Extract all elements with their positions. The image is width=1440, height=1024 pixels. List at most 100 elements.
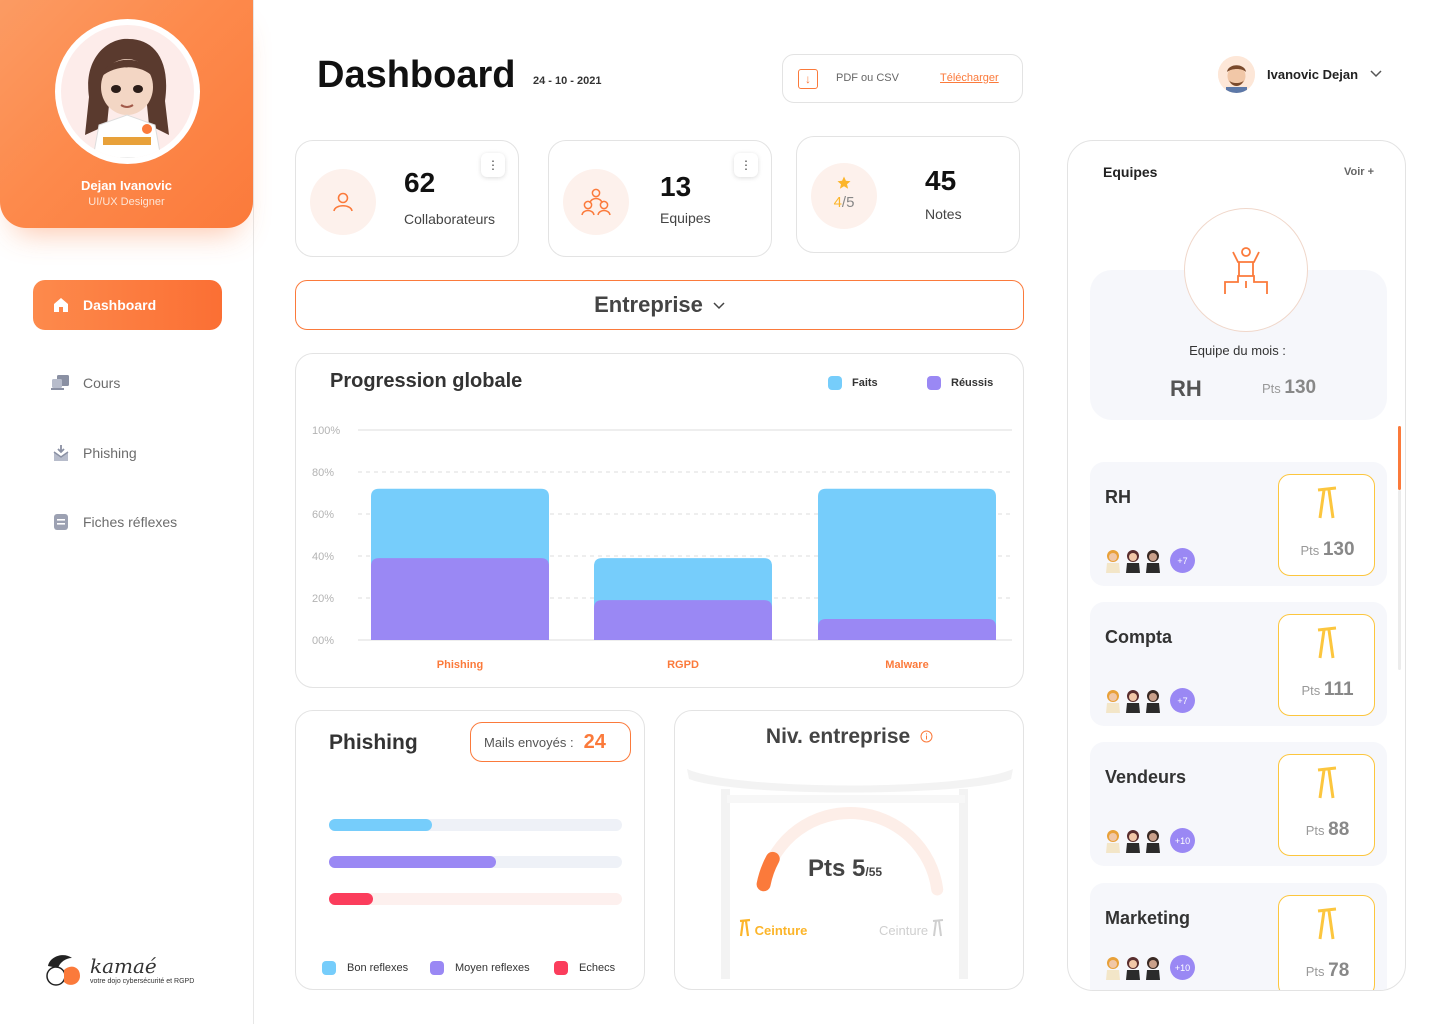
x-tick-label: RGPD: [667, 659, 699, 671]
belt-icon: [1315, 765, 1339, 806]
sidebar-item-phishing[interactable]: Phishing: [33, 428, 222, 478]
see-more-link[interactable]: Voir +: [1344, 166, 1375, 178]
legend-label: Réussis: [951, 377, 994, 389]
user-avatar[interactable]: [1218, 55, 1255, 93]
user-menu[interactable]: Ivanovic Dejan: [1218, 54, 1382, 94]
niveau-panel: Niv. entreprise Pts 5/55 Ceinture Ceintu…: [674, 710, 1024, 990]
more-members-badge[interactable]: +7: [1170, 688, 1195, 713]
member-avatar: [1144, 549, 1162, 573]
download-icon[interactable]: ↓: [798, 69, 818, 89]
profile-name: Dejan Ivanovic: [80, 178, 173, 193]
progression-panel: Progression globale Faits Réussis 00% 20%…: [295, 353, 1024, 688]
stat-label: Collaborateurs: [404, 211, 496, 227]
team-card[interactable]: Compta +7 Pts 111: [1090, 602, 1387, 726]
chart-title: Progression globale: [330, 370, 523, 392]
belt-next: Ceinture: [879, 918, 944, 938]
bar-chart: 00% 20% 40% 60% 80% 100% Phishing RGPD Malware: [312, 425, 1012, 671]
stat-card-collaborateurs: 62 Collaborateurs ⋮: [295, 140, 519, 257]
legend-label: Echecs: [579, 962, 616, 974]
y-tick-label: 40%: [312, 551, 334, 563]
page-date: 24 - 10 - 2021: [533, 75, 602, 87]
level-gauge: [756, 807, 944, 896]
legend-item-echecs: Echecs: [554, 961, 615, 975]
team-card[interactable]: Vendeurs +10 Pts 88: [1090, 742, 1387, 866]
team-card[interactable]: Marketing +10 Pts 78: [1090, 883, 1387, 990]
member-avatar: [1124, 956, 1142, 980]
belt-icon: [932, 919, 944, 938]
y-tick-label: 100%: [312, 425, 340, 437]
entity-selector[interactable]: Entreprise: [295, 280, 1024, 330]
progress-track: [329, 819, 622, 831]
more-members-badge[interactable]: +7: [1170, 548, 1195, 573]
niveau-title: Niv. entreprise: [675, 725, 1023, 749]
brand-tagline: votre dojo cybersécurité et RGPD: [90, 978, 195, 985]
sidebar-item-dashboard[interactable]: Dashboard: [33, 280, 222, 330]
sidebar-item-cours[interactable]: Cours: [33, 358, 222, 408]
legend-item-bon-reflexes: Bon reflexes: [322, 961, 408, 975]
belt-icon: [1315, 625, 1339, 666]
progress-fill: [329, 819, 432, 831]
stat-value: 45: [925, 165, 957, 196]
legend-swatch: [430, 961, 444, 975]
legend-item-moyen-reflexes: Moyen reflexes: [430, 961, 530, 975]
level-points: Pts 5/55: [808, 855, 883, 882]
more-members-badge[interactable]: +10: [1170, 828, 1195, 853]
profile-card: Dejan Ivanovic UI/UX Designer: [0, 0, 253, 228]
x-tick-label: Phishing: [437, 659, 483, 671]
team-icon: [563, 169, 629, 235]
stat-card-notes: 4/5 45 Notes: [796, 136, 1020, 253]
bar-faits: [818, 488, 996, 640]
page-title: Dashboard: [317, 54, 516, 96]
rating-badge: 4/5: [811, 163, 877, 229]
scrollbar-track[interactable]: [1398, 490, 1401, 670]
sidebar-item-label: Dashboard: [83, 297, 157, 313]
mails-sent-value: 24: [583, 730, 606, 753]
more-options-icon[interactable]: ⋮: [481, 153, 505, 177]
progress-track: [329, 893, 622, 905]
user-name: Ivanovic Dejan: [1267, 66, 1359, 82]
home-icon: [51, 295, 71, 315]
stat-label: Notes: [925, 206, 962, 222]
brand-logo: kamaé votre dojo cybersécurité et RGPD: [44, 952, 234, 996]
team-of-month-points: Pts 130: [1262, 377, 1317, 398]
gauge-fill: [756, 851, 780, 892]
team-points: 88: [1328, 819, 1350, 840]
stat-label: Equipes: [660, 210, 711, 226]
selector-value: Entreprise: [594, 292, 703, 317]
document-icon: [51, 512, 71, 532]
scrollbar-thumb[interactable]: [1398, 426, 1401, 490]
phishing-panel: Phishing Mails envoyés : 24 Bon reflexes…: [295, 710, 645, 990]
export-panel: ↓ PDF ou CSV Télécharger: [782, 54, 1023, 103]
avatar[interactable]: [55, 19, 200, 164]
legend-swatch: [322, 961, 336, 975]
member-avatar: [1144, 689, 1162, 713]
bar-réussis: [371, 558, 549, 640]
sidebar-item-fiches-reflexes[interactable]: Fiches réflexes: [33, 497, 222, 547]
rating-max: /5: [841, 194, 855, 211]
chevron-down-icon: [713, 298, 725, 313]
more-options-icon[interactable]: ⋮: [734, 153, 758, 177]
podium-icon: [1184, 208, 1308, 332]
team-members: +10: [1104, 828, 1195, 853]
team-points: 111: [1323, 679, 1354, 700]
teams-title: Equipes: [1103, 164, 1158, 180]
torii-gate-illustration: [687, 769, 1013, 979]
user-icon: [310, 169, 376, 235]
team-card[interactable]: RH +7 Pts 130: [1090, 462, 1387, 586]
info-icon[interactable]: [920, 725, 933, 749]
belt-icon: [1315, 906, 1339, 947]
sidebar: Dejan Ivanovic UI/UX Designer Dashboard …: [0, 0, 254, 1024]
gauge-track: [758, 807, 944, 896]
stat-value: 62: [404, 167, 436, 198]
belt-icon: [739, 918, 755, 938]
member-avatar: [1144, 956, 1162, 980]
legend-label: Bon reflexes: [347, 962, 409, 974]
member-avatar: [1104, 549, 1122, 573]
legend-item-reussis: Réussis: [927, 376, 993, 390]
legend-label: Moyen reflexes: [455, 962, 530, 974]
progress-fill: [329, 856, 496, 868]
chevron-down-icon[interactable]: [1370, 67, 1382, 81]
belt-current: Ceinture: [739, 918, 807, 938]
download-link[interactable]: Télécharger: [940, 72, 999, 84]
more-members-badge[interactable]: +10: [1170, 955, 1195, 980]
